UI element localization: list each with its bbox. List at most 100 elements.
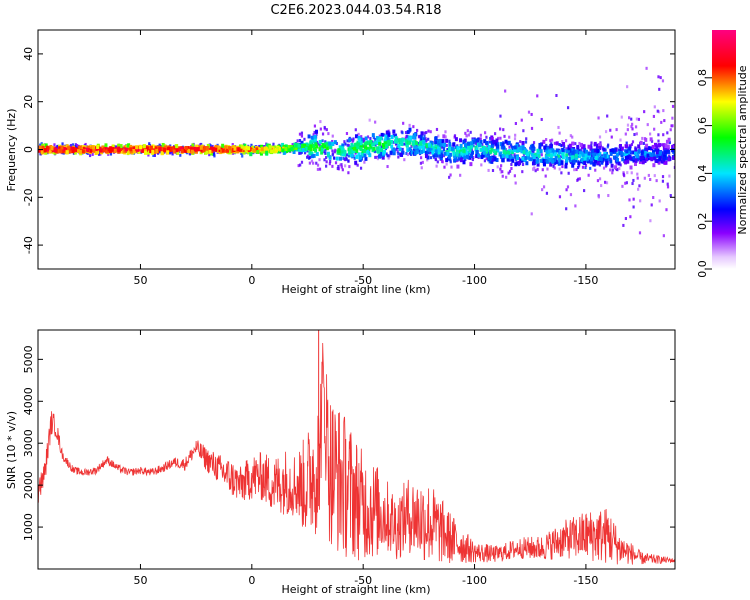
spectrogram-cell — [606, 145, 609, 149]
spectrogram-cell — [341, 168, 344, 172]
spectrogram-cell — [155, 149, 159, 154]
spectrogram-cell — [102, 148, 106, 153]
spectrogram-cell — [637, 157, 641, 162]
spectrogram-cell — [644, 137, 648, 142]
spectrogram-cell — [359, 137, 363, 142]
spectrogram-cell — [413, 133, 417, 138]
spectrogram-cell — [247, 146, 251, 151]
spectrogram-cell — [545, 150, 549, 155]
snr-x-tick-label: 0 — [248, 574, 255, 587]
spectrogram-cell — [393, 134, 397, 138]
spectrogram-cell — [70, 146, 74, 151]
spectrogram-cell — [366, 135, 370, 139]
spectrogram-cell — [513, 148, 517, 153]
spectrogram-cell — [456, 164, 460, 169]
spectrogram-cell — [660, 120, 663, 124]
spectrogram-cell — [521, 146, 525, 151]
spectrogram-cell — [515, 143, 519, 148]
spectrogram-cell — [281, 142, 285, 147]
spectrogram-cell — [387, 156, 390, 160]
spectrogram-cell — [363, 144, 366, 148]
spectrogram-cell — [394, 142, 398, 146]
spectrogram-x-tick-label: -100 — [462, 274, 487, 287]
spectrogram-cell — [497, 136, 500, 140]
spectrogram-cell — [487, 168, 490, 172]
spectrogram-cell — [567, 146, 571, 151]
spectrogram-cell — [292, 149, 296, 154]
spectrogram-cell — [383, 141, 387, 146]
spectrogram-cell — [628, 116, 631, 120]
colorbar-tick-label: 0.2 — [696, 212, 709, 230]
spectrogram-cell — [341, 146, 345, 151]
spectrogram-cell — [45, 145, 49, 150]
spectrogram-cell — [585, 149, 589, 154]
spectrogram-cell — [352, 137, 355, 141]
spectrogram-cell — [534, 169, 537, 173]
spectrogram-cell — [502, 128, 505, 132]
spectrogram-cell — [412, 148, 416, 152]
spectrogram-cell — [459, 173, 462, 177]
spectrogram-cell — [556, 153, 560, 158]
spectrogram-cell — [434, 136, 438, 141]
spectrogram-cell — [673, 165, 675, 169]
spectrogram-cell — [350, 143, 354, 148]
spectrogram-cell — [530, 149, 534, 153]
spectrogram-cell — [568, 152, 571, 156]
spectrogram-cell — [558, 143, 561, 147]
spectrogram-cell — [354, 142, 358, 147]
spectrogram-cell — [423, 134, 426, 138]
spectrogram-cell — [227, 150, 231, 155]
spectrogram-cell — [566, 185, 570, 189]
spectrogram-cell — [344, 157, 347, 161]
spectrogram-cell — [603, 153, 607, 158]
spectrogram-cell — [542, 139, 546, 144]
spectrogram-cell — [50, 146, 54, 151]
spectrogram-cell — [499, 142, 503, 147]
spectrogram-cell — [362, 137, 366, 141]
spectrogram-cell — [324, 148, 327, 152]
spectrogram-cell — [483, 131, 487, 135]
spectrogram-cell — [669, 128, 672, 132]
spectrogram-cell — [591, 149, 595, 154]
spectrogram-x-tick-label: -150 — [573, 274, 598, 287]
spectrogram-cell — [545, 147, 549, 152]
spectrogram-cell — [448, 142, 452, 147]
spectrogram-cell — [670, 124, 673, 128]
spectrogram-cell — [549, 147, 553, 152]
spectrogram-cell — [364, 136, 368, 141]
spectrogram-cell — [488, 160, 491, 164]
spectrogram-cell — [597, 195, 600, 199]
spectrogram-cell — [561, 147, 565, 152]
spectrogram-cell — [657, 75, 660, 79]
spectrogram-cell — [476, 138, 480, 143]
spectrogram-cell — [647, 173, 650, 177]
spectrogram-cell — [489, 136, 492, 140]
spectrogram-cell — [662, 133, 665, 137]
spectrogram-cell — [525, 161, 529, 166]
spectrogram-cell — [406, 130, 410, 135]
spectrogram-cell — [271, 146, 275, 151]
spectrogram-cell — [216, 143, 219, 147]
spectrogram-x-tick-label: 0 — [248, 274, 255, 287]
spectrogram-cell — [661, 79, 665, 83]
spectrogram-cell — [533, 153, 537, 158]
spectrogram-cell — [510, 162, 513, 166]
spectrogram-cell — [199, 145, 203, 150]
spectrogram-cell — [363, 148, 367, 153]
spectrogram-cell — [442, 134, 446, 139]
spectrogram-cell — [314, 129, 318, 134]
spectrogram-cell — [648, 132, 652, 136]
spectrogram-cell — [576, 152, 580, 157]
spectrogram-cell — [412, 141, 416, 146]
spectrogram-cell — [456, 158, 459, 162]
spectrogram-cell — [60, 145, 64, 150]
spectrogram-cell — [653, 156, 657, 161]
spectrogram-cell — [415, 141, 419, 146]
spectrogram-cell — [309, 147, 313, 152]
spectrogram-cell — [270, 149, 274, 154]
spectrogram-cell — [422, 137, 426, 142]
spectrogram-cell — [465, 134, 468, 138]
spectrogram-cell — [469, 162, 473, 167]
spectrogram-cell — [605, 151, 609, 156]
spectrogram-cell — [256, 149, 260, 154]
